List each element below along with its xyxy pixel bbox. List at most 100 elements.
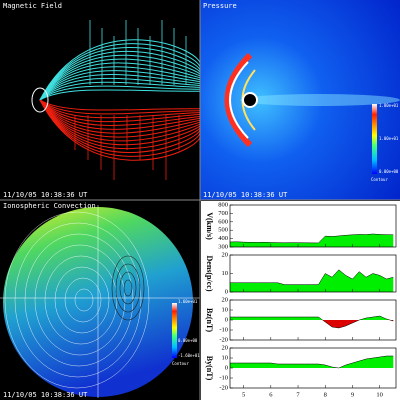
area (230, 233, 394, 247)
field-line (39, 99, 201, 126)
field-lines (31, 20, 201, 180)
contour (123, 279, 133, 297)
timestamp: 11/10/05 10:38:36 UT (3, 191, 88, 199)
colorbar-label: 0.00e+00 (178, 338, 198, 343)
colorbar-label: 1.60e+01 (178, 299, 198, 304)
y-tick-label: 10 (222, 354, 229, 361)
colorbar-label: 1.80e+01 (379, 103, 399, 108)
field-line (39, 99, 201, 157)
colorbar-label: 0.00e+00 (379, 169, 399, 174)
x-tick-label: 8 (324, 391, 327, 398)
panel-background (201, 201, 400, 400)
contour (54, 266, 110, 334)
field-line (39, 99, 201, 111)
field-line (39, 70, 201, 101)
line (230, 315, 394, 329)
field-line (39, 99, 201, 138)
field-line (39, 50, 201, 101)
y-tick-label: 20 (222, 296, 229, 303)
y-tick-label: 20 (222, 344, 229, 351)
panel-background (0, 0, 200, 200)
field-line (39, 66, 201, 101)
field-line (39, 74, 201, 101)
x-tick-label: 10 (376, 391, 383, 398)
field-line (39, 39, 201, 101)
y-tick-label: -20 (219, 336, 228, 343)
y-axis-label: V(km/s) (205, 212, 214, 240)
bow-shock (229, 61, 249, 139)
tail (240, 94, 400, 106)
y-axis-label: Bz(nT) (205, 308, 214, 332)
area (230, 316, 394, 328)
panel-title: Ionospheric Convection (3, 202, 96, 210)
timestamp: 11/10/05 10:38:36 UT (3, 391, 88, 399)
timestamp: 11/10/05 10:38:36 UT (203, 191, 288, 199)
y-tick-label: 10 (222, 306, 229, 313)
field-line (39, 99, 201, 150)
field-line (39, 99, 201, 134)
contour (44, 255, 118, 345)
colorbar-label: -1.60e+01 (178, 353, 200, 358)
x-tick-label: 6 (269, 391, 273, 398)
contours (4, 211, 150, 389)
field-line (39, 99, 201, 161)
contour (115, 263, 141, 313)
panel-title: Magnetic Field (3, 2, 62, 10)
colorbar-title: Contour (172, 361, 189, 366)
line (230, 355, 394, 369)
y-tick-label: 700 (218, 210, 228, 217)
y-tick-label: 300 (218, 243, 228, 250)
contour (111, 255, 145, 321)
y-tick-label: 0 (225, 288, 228, 295)
contour (14, 222, 142, 378)
solar-wind-plots: 300400500600700800V(km/s)01020Dens(p/cc)… (205, 201, 397, 398)
field-line (39, 47, 201, 101)
y-tick-label: -10 (219, 374, 228, 381)
colorbar (172, 303, 177, 358)
field-line (39, 99, 201, 130)
panel-title: Pressure (203, 2, 237, 10)
y-tick-label: -20 (219, 384, 228, 391)
y-tick-label: 500 (218, 227, 228, 234)
contour (34, 244, 126, 356)
contour (119, 271, 137, 305)
field-line (39, 89, 201, 101)
colorbar (372, 104, 377, 174)
y-tick-label: 800 (218, 201, 228, 208)
field-line (39, 99, 201, 123)
contour (74, 288, 94, 312)
contour (4, 211, 150, 389)
field-line (39, 99, 201, 115)
y-tick-label: 0 (225, 364, 228, 371)
colorbar-title: Contour (371, 177, 388, 182)
colorbar-label: 1.00e+01 (379, 136, 399, 141)
field-line (39, 62, 201, 101)
area (230, 356, 394, 368)
x-tick-label: 9 (351, 391, 354, 398)
earth-field (31, 87, 49, 113)
field-line (39, 85, 201, 101)
x-tick-label: 5 (242, 391, 245, 398)
line (230, 269, 394, 285)
y-tick-label: 10 (222, 270, 229, 277)
y-tick-label: 600 (218, 218, 228, 225)
field-line (39, 81, 201, 101)
y-tick-label: 0 (225, 316, 228, 323)
plot-frame (229, 204, 397, 248)
line (229, 233, 394, 244)
y-axis-label: Dens(p/cc) (205, 256, 214, 292)
field-line (39, 54, 201, 101)
earth (244, 94, 256, 106)
y-axis-label: By(nT) (205, 356, 214, 381)
y-tick-label: -10 (219, 326, 228, 333)
field-line (39, 99, 201, 119)
bow-shock (224, 52, 253, 148)
field-line (39, 58, 201, 101)
field-line (39, 99, 201, 146)
x-tick-label: 7 (296, 391, 300, 398)
field-line (39, 99, 201, 153)
y-tick-label: 20 (222, 251, 229, 258)
y-tick-label: 400 (218, 235, 228, 242)
